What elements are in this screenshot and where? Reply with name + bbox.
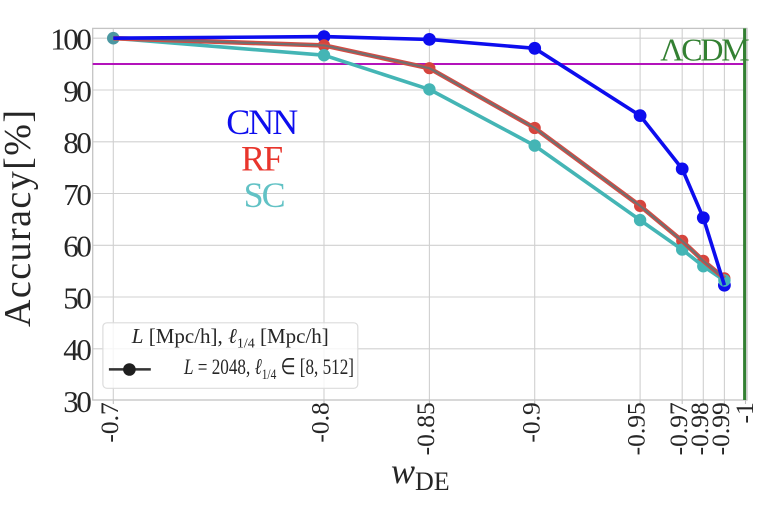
svg-text:70: 70 [63,177,91,212]
svg-text:-1: -1 [730,402,759,423]
svg-text:ΛCDM: ΛCDM [660,32,749,68]
svg-text:90: 90 [63,73,91,108]
svg-text:-0.97: -0.97 [664,402,693,455]
svg-text:100: 100 [50,22,91,57]
svg-text:50: 50 [63,280,91,315]
svg-text:40: 40 [63,332,91,367]
svg-text:SC: SC [244,175,285,215]
svg-text:RF: RF [241,139,282,179]
svg-text:CNN: CNN [226,102,298,142]
svg-text:-0.7: -0.7 [95,402,124,443]
svg-text:60: 60 [63,229,91,264]
svg-text:Accuracy[%]: Accuracy[%] [0,109,39,327]
svg-text:wDE: wDE [391,451,450,496]
svg-text:L [Mpc/h], ℓ1/4 [Mpc/h]: L [Mpc/h], ℓ1/4 [Mpc/h] [131,324,329,352]
svg-text:-0.85: -0.85 [411,402,440,455]
svg-text:-0.9: -0.9 [516,402,545,442]
svg-text:-0.95: -0.95 [622,402,651,455]
svg-text:L = 2048, ℓ1/4 ∈ [8, 512]: L = 2048, ℓ1/4 ∈ [8, 512] [183,354,354,383]
svg-text:30: 30 [63,384,91,419]
svg-text:-0.98: -0.98 [685,402,714,455]
svg-text:80: 80 [63,125,91,160]
svg-text:-0.8: -0.8 [306,402,335,442]
svg-text:-0.99: -0.99 [706,402,735,455]
